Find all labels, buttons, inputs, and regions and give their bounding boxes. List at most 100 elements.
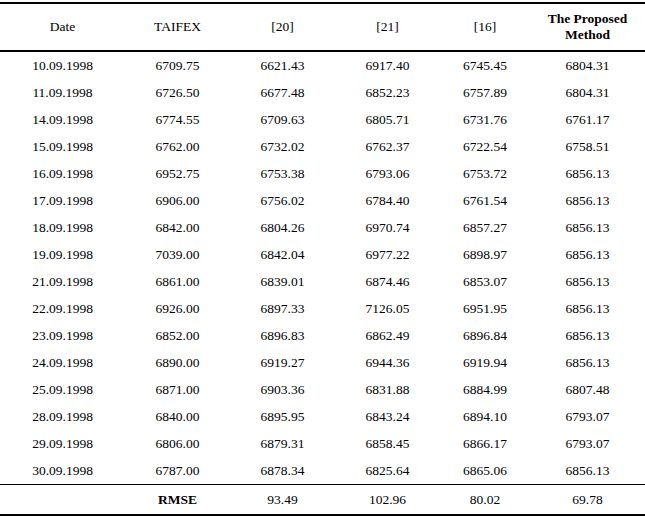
value-cell: 6804.31 (530, 51, 645, 79)
value-cell: 6621.43 (230, 51, 335, 79)
date-cell: 19.09.1998 (0, 241, 125, 268)
value-cell: 6884.99 (440, 376, 530, 403)
date-cell: 16.09.1998 (0, 160, 125, 187)
value-cell: 6895.95 (230, 403, 335, 430)
column-header-the-proposed-method: The Proposed Method (530, 3, 645, 51)
table-row: 22.09.19986926.006897.337126.056951.9568… (0, 295, 645, 322)
value-cell: 6856.13 (530, 295, 645, 322)
date-cell: 23.09.1998 (0, 322, 125, 349)
value-cell: 6805.71 (335, 106, 440, 133)
date-cell: 25.09.1998 (0, 376, 125, 403)
value-cell: 6758.51 (530, 133, 645, 160)
table-row: 16.09.19986952.756753.386793.066753.7268… (0, 160, 645, 187)
value-cell: 6970.74 (335, 214, 440, 241)
value-cell: 6856.13 (530, 349, 645, 376)
rmse-value-cell: 93.49 (230, 485, 335, 516)
value-cell: 6831.88 (335, 376, 440, 403)
date-cell: 29.09.1998 (0, 430, 125, 457)
value-cell: 6804.26 (230, 214, 335, 241)
value-cell: 6919.27 (230, 349, 335, 376)
value-cell: 6753.38 (230, 160, 335, 187)
value-cell: 6842.00 (125, 214, 230, 241)
value-cell: 6856.13 (530, 214, 645, 241)
column-header-16: [16] (440, 3, 530, 51)
footer-empty-cell (0, 485, 125, 516)
table-row: 14.09.19986774.556709.636805.716731.7667… (0, 106, 645, 133)
value-cell: 6761.17 (530, 106, 645, 133)
table-row: 30.09.19986787.006878.346825.646865.0668… (0, 457, 645, 485)
value-cell: 6745.45 (440, 51, 530, 79)
value-cell: 6952.75 (125, 160, 230, 187)
value-cell: 6762.00 (125, 133, 230, 160)
value-cell: 7126.05 (335, 295, 440, 322)
value-cell: 6722.54 (440, 133, 530, 160)
table-row: 23.09.19986852.006896.836862.496896.8468… (0, 322, 645, 349)
value-cell: 6852.23 (335, 79, 440, 106)
table-row: 11.09.19986726.506677.486852.236757.8968… (0, 79, 645, 106)
value-cell: 6977.22 (335, 241, 440, 268)
date-cell: 21.09.1998 (0, 268, 125, 295)
value-cell: 6856.13 (530, 322, 645, 349)
value-cell: 6866.17 (440, 430, 530, 457)
value-cell: 6726.50 (125, 79, 230, 106)
column-header-21: [21] (335, 3, 440, 51)
value-cell: 6731.76 (440, 106, 530, 133)
value-cell: 6862.49 (335, 322, 440, 349)
value-cell: 6865.06 (440, 457, 530, 485)
rmse-row: RMSE93.49102.9680.0269.78 (0, 485, 645, 516)
value-cell: 6856.13 (530, 457, 645, 485)
value-cell: 6709.75 (125, 51, 230, 79)
value-cell: 6896.83 (230, 322, 335, 349)
table-header: DateTAIFEX[20][21][16]The Proposed Metho… (0, 3, 645, 51)
table-row: 19.09.19987039.006842.046977.226898.9768… (0, 241, 645, 268)
date-cell: 18.09.1998 (0, 214, 125, 241)
value-cell: 6917.40 (335, 51, 440, 79)
header-row: DateTAIFEX[20][21][16]The Proposed Metho… (0, 3, 645, 51)
value-cell: 6861.00 (125, 268, 230, 295)
value-cell: 6856.13 (530, 241, 645, 268)
value-cell: 6793.07 (530, 430, 645, 457)
table-row: 28.09.19986840.006895.956843.246894.1067… (0, 403, 645, 430)
value-cell: 6839.01 (230, 268, 335, 295)
value-cell: 6804.31 (530, 79, 645, 106)
value-cell: 6906.00 (125, 187, 230, 214)
value-cell: 6858.45 (335, 430, 440, 457)
value-cell: 6806.00 (125, 430, 230, 457)
rmse-value-cell: 102.96 (335, 485, 440, 516)
table-row: 25.09.19986871.006903.366831.886884.9968… (0, 376, 645, 403)
date-cell: 22.09.1998 (0, 295, 125, 322)
value-cell: 6856.13 (530, 160, 645, 187)
rmse-value-cell: 69.78 (530, 485, 645, 516)
value-cell: 6903.36 (230, 376, 335, 403)
value-cell: 6732.02 (230, 133, 335, 160)
value-cell: 7039.00 (125, 241, 230, 268)
table-row: 29.09.19986806.006879.316858.456866.1767… (0, 430, 645, 457)
date-cell: 15.09.1998 (0, 133, 125, 160)
table-row: 21.09.19986861.006839.016874.466853.0768… (0, 268, 645, 295)
value-cell: 6874.46 (335, 268, 440, 295)
value-cell: 6840.00 (125, 403, 230, 430)
column-header-taifex: TAIFEX (125, 3, 230, 51)
table-row: 24.09.19986890.006919.276944.366919.9468… (0, 349, 645, 376)
value-cell: 6919.94 (440, 349, 530, 376)
table-row: 18.09.19986842.006804.266970.746857.2768… (0, 214, 645, 241)
value-cell: 6756.02 (230, 187, 335, 214)
value-cell: 6677.48 (230, 79, 335, 106)
value-cell: 6842.04 (230, 241, 335, 268)
value-cell: 6857.27 (440, 214, 530, 241)
value-cell: 6894.10 (440, 403, 530, 430)
value-cell: 6843.24 (335, 403, 440, 430)
value-cell: 6856.13 (530, 187, 645, 214)
results-table: DateTAIFEX[20][21][16]The Proposed Metho… (0, 2, 645, 516)
value-cell: 6793.07 (530, 403, 645, 430)
value-cell: 6879.31 (230, 430, 335, 457)
value-cell: 6926.00 (125, 295, 230, 322)
date-cell: 17.09.1998 (0, 187, 125, 214)
value-cell: 6852.00 (125, 322, 230, 349)
value-cell: 6878.34 (230, 457, 335, 485)
date-cell: 14.09.1998 (0, 106, 125, 133)
date-cell: 11.09.1998 (0, 79, 125, 106)
table-footer: RMSE93.49102.9680.0269.78 (0, 485, 645, 516)
value-cell: 6853.07 (440, 268, 530, 295)
table-row: 17.09.19986906.006756.026784.406761.5468… (0, 187, 645, 214)
